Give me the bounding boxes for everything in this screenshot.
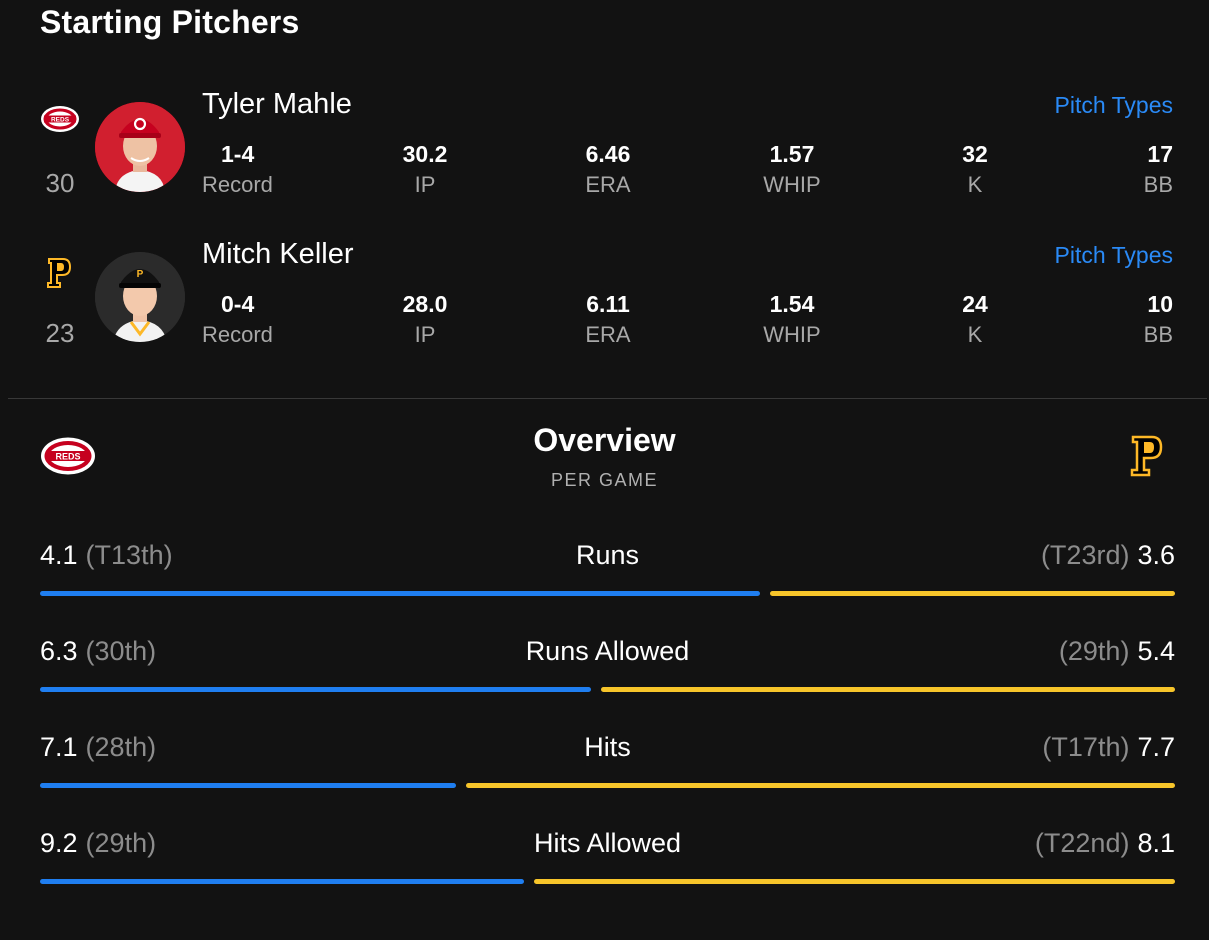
stat-bb: 10 BB bbox=[1053, 291, 1173, 348]
reds-logo-icon[interactable]: REDS bbox=[40, 436, 96, 481]
stat-label: K bbox=[967, 322, 983, 347]
left-value: 7.1 bbox=[40, 732, 78, 762]
stat-value: 6.11 bbox=[586, 291, 630, 317]
stat-category: Hits bbox=[584, 732, 631, 762]
stat-value: 10 bbox=[1147, 291, 1173, 317]
left-team-bar bbox=[40, 687, 591, 692]
right-team-value: (29th) 5.4 bbox=[1059, 636, 1175, 667]
stat-label: BB bbox=[1143, 322, 1173, 347]
left-team-bar bbox=[40, 879, 524, 884]
player-headshot[interactable] bbox=[95, 102, 185, 192]
stat-ip: 28.0 IP bbox=[365, 291, 485, 348]
section-divider bbox=[8, 398, 1207, 399]
left-rank: (29th) bbox=[85, 828, 157, 858]
stat-whip: 1.57 WHIP bbox=[732, 141, 852, 198]
stat-era: 6.11 ERA bbox=[548, 291, 668, 348]
stat-label: BB bbox=[1143, 172, 1173, 197]
overview-title: Overview bbox=[533, 422, 676, 458]
svg-text:REDS: REDS bbox=[51, 117, 70, 124]
stat-value: 1.57 bbox=[769, 141, 815, 167]
right-rank: (T17th) bbox=[1042, 732, 1130, 762]
section-title: Starting Pitchers bbox=[40, 4, 300, 40]
stat-value: 24 bbox=[962, 291, 988, 317]
stat-ip: 30.2 IP bbox=[365, 141, 485, 198]
pitcher-name[interactable]: Mitch Keller bbox=[202, 238, 354, 270]
stat-value: 28.0 bbox=[402, 291, 448, 317]
stat-category: Runs Allowed bbox=[525, 636, 690, 666]
right-value: 8.1 bbox=[1137, 828, 1175, 858]
stat-label: IP bbox=[414, 172, 436, 197]
stat-value: 6.46 bbox=[585, 141, 631, 167]
right-team-bar bbox=[770, 591, 1175, 596]
svg-text:P: P bbox=[137, 269, 144, 280]
stat-bb: 17 BB bbox=[1053, 141, 1173, 198]
player-headshot[interactable]: P bbox=[95, 252, 185, 342]
stat-value: 17 bbox=[1147, 141, 1173, 167]
stat-value: 0-4 bbox=[221, 291, 255, 317]
pitcher-row-reds[interactable]: REDS 30 Tyler Mahle Pitch Types 1-4 Reco… bbox=[0, 84, 1209, 214]
reds-logo-icon: REDS bbox=[40, 100, 80, 138]
stat-era: 6.46 ERA bbox=[548, 141, 668, 198]
left-value: 9.2 bbox=[40, 828, 78, 858]
pirates-logo-icon bbox=[44, 254, 74, 292]
left-team-value: 4.1 (T13th) bbox=[40, 540, 173, 571]
left-rank: (30th) bbox=[85, 636, 157, 666]
overview-row[interactable]: 9.2 (29th) Hits Allowed (T22nd) 8.1 bbox=[40, 828, 1175, 888]
pitch-types-link[interactable]: Pitch Types bbox=[1054, 92, 1173, 118]
stat-label: ERA bbox=[585, 322, 631, 347]
stat-value: 1.54 bbox=[769, 291, 815, 317]
overview-row[interactable]: 6.3 (30th) Runs Allowed (29th) 5.4 bbox=[40, 636, 1175, 696]
right-team-value: (T23rd) 3.6 bbox=[1041, 540, 1175, 571]
right-team-bar bbox=[466, 783, 1175, 788]
overview-subtitle: PER GAME bbox=[550, 470, 659, 490]
left-team-value: 7.1 (28th) bbox=[40, 732, 156, 763]
jersey-number: 30 bbox=[45, 168, 75, 198]
stat-record: 0-4 Record bbox=[202, 291, 322, 348]
right-team-value: (T17th) 7.7 bbox=[1042, 732, 1175, 763]
stat-label: WHIP bbox=[763, 322, 821, 347]
left-team-bar bbox=[40, 591, 760, 596]
stat-label: K bbox=[967, 172, 983, 197]
stat-label: ERA bbox=[585, 172, 631, 197]
right-value: 5.4 bbox=[1137, 636, 1175, 666]
stat-label: IP bbox=[414, 322, 436, 347]
left-team-bar bbox=[40, 783, 456, 788]
stat-k: 24 K bbox=[915, 291, 1035, 348]
right-team-value: (T22nd) 8.1 bbox=[1035, 828, 1175, 859]
stat-record: 1-4 Record bbox=[202, 141, 322, 198]
reds-logo-text: REDS bbox=[55, 452, 80, 462]
stat-category: Hits Allowed bbox=[533, 828, 682, 858]
right-rank: (29th) bbox=[1058, 636, 1130, 666]
jersey-number: 23 bbox=[45, 318, 75, 348]
right-team-bar bbox=[601, 687, 1175, 692]
stat-value: 1-4 bbox=[221, 141, 255, 167]
stat-k: 32 K bbox=[915, 141, 1035, 198]
left-team-value: 9.2 (29th) bbox=[40, 828, 156, 859]
stat-label: Record bbox=[202, 172, 273, 197]
left-rank: (28th) bbox=[85, 732, 157, 762]
overview-row[interactable]: 4.1 (T13th) Runs (T23rd) 3.6 bbox=[40, 540, 1175, 600]
left-value: 6.3 bbox=[40, 636, 78, 666]
pitch-types-link[interactable]: Pitch Types bbox=[1054, 242, 1173, 268]
right-rank: (T22nd) bbox=[1034, 828, 1130, 858]
stat-label: Record bbox=[202, 322, 273, 347]
stat-whip: 1.54 WHIP bbox=[732, 291, 852, 348]
stat-category: Runs bbox=[575, 540, 640, 570]
stat-value: 30.2 bbox=[402, 141, 448, 167]
right-team-bar bbox=[534, 879, 1175, 884]
overview-row[interactable]: 7.1 (28th) Hits (T17th) 7.7 bbox=[40, 732, 1175, 792]
pirates-logo-icon[interactable] bbox=[1130, 434, 1164, 483]
pitcher-name[interactable]: Tyler Mahle bbox=[202, 88, 352, 120]
pitcher-row-pirates[interactable]: 23 P Mitch Keller Pitch Types 0-4 Record… bbox=[0, 234, 1209, 364]
stat-label: WHIP bbox=[763, 172, 821, 197]
left-rank: (T13th) bbox=[85, 540, 173, 570]
left-team-value: 6.3 (30th) bbox=[40, 636, 156, 667]
left-value: 4.1 bbox=[40, 540, 78, 570]
right-value: 3.6 bbox=[1137, 540, 1175, 570]
right-value: 7.7 bbox=[1137, 732, 1175, 762]
right-rank: (T23rd) bbox=[1040, 540, 1130, 570]
stat-value: 32 bbox=[962, 141, 988, 167]
